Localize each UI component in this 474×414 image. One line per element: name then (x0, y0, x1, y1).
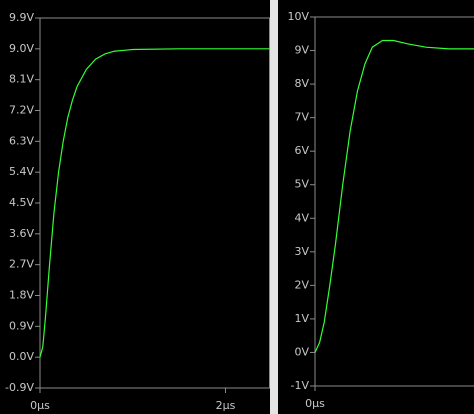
x-tick-label: 2µs (216, 399, 236, 412)
y-tick-label: 6.3V (9, 134, 34, 147)
y-tick-label: 10V (287, 10, 309, 23)
y-tick-label: -1V (291, 379, 310, 392)
y-tick-label: 3V (294, 245, 309, 258)
y-tick-label: 1V (294, 312, 309, 325)
trace-line (314, 39, 474, 353)
y-tick-label: 5.4V (9, 165, 34, 178)
y-tick-label: 0V (294, 345, 309, 358)
y-tick-label: 2.7V (9, 258, 34, 271)
panel-separator (270, 0, 278, 414)
y-tick-label: 7.2V (9, 104, 34, 117)
y-tick-label: 9.0V (9, 42, 34, 55)
y-tick-label: 8.1V (9, 73, 34, 86)
x-tick-label: 0µs (30, 399, 50, 412)
y-tick-label: 2V (294, 278, 309, 291)
y-tick-label: 0.0V (9, 350, 34, 363)
y-tick-label: 9.9V (9, 11, 34, 24)
y-tick-label: 0.9V (9, 319, 34, 332)
y-tick-label: 9V (294, 44, 309, 57)
x-tick-label: 0µs (305, 397, 325, 410)
y-tick-label: 4V (294, 211, 309, 224)
y-tick-label: 4.5V (9, 196, 34, 209)
y-tick-label: 5V (294, 178, 309, 191)
y-tick-label: 3.6V (9, 227, 34, 240)
y-tick-label: 8V (294, 77, 309, 90)
y-tick-label: -0.9V (5, 381, 34, 394)
y-tick-label: 6V (294, 144, 309, 157)
trace-line (39, 48, 270, 358)
y-tick-label: 1.8V (9, 289, 34, 302)
y-tick-label: 7V (294, 111, 309, 124)
